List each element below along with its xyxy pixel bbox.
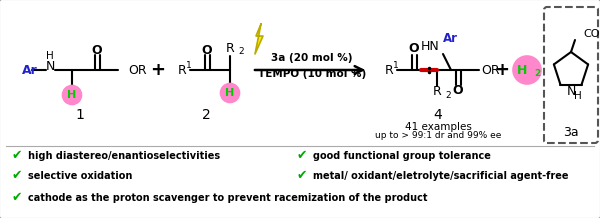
Text: metal/ oxidant/eletrolyte/sacrificial agent-free: metal/ oxidant/eletrolyte/sacrificial ag… xyxy=(313,171,569,181)
Text: ✔: ✔ xyxy=(297,170,308,182)
Text: 41 examples: 41 examples xyxy=(404,122,472,132)
Text: Ar: Ar xyxy=(443,32,458,46)
Text: 1: 1 xyxy=(186,61,192,70)
FancyArrowPatch shape xyxy=(255,66,362,74)
Text: O: O xyxy=(202,44,212,56)
Text: 2: 2 xyxy=(445,92,451,100)
Text: R: R xyxy=(226,41,235,54)
Text: ✔: ✔ xyxy=(12,170,23,182)
Text: R: R xyxy=(178,63,187,77)
Text: Ar: Ar xyxy=(22,63,38,77)
Text: 1: 1 xyxy=(76,108,85,122)
Circle shape xyxy=(62,85,82,104)
Text: TEMPO (10 mol %): TEMPO (10 mol %) xyxy=(258,69,366,79)
Text: ✔: ✔ xyxy=(12,150,23,162)
Text: 2: 2 xyxy=(238,48,244,56)
Polygon shape xyxy=(255,24,263,54)
Text: H: H xyxy=(517,63,527,77)
Text: good functional group tolerance: good functional group tolerance xyxy=(313,151,491,161)
Text: N: N xyxy=(46,60,55,73)
Text: 3a: 3a xyxy=(563,126,579,138)
FancyBboxPatch shape xyxy=(544,7,598,143)
Text: O: O xyxy=(92,44,103,56)
Text: O: O xyxy=(409,43,419,56)
Text: O: O xyxy=(452,85,463,97)
Text: COOH: COOH xyxy=(583,29,600,39)
Text: +: + xyxy=(494,61,509,79)
Text: up to > 99:1 dr and 99% ee: up to > 99:1 dr and 99% ee xyxy=(375,131,501,140)
Circle shape xyxy=(513,56,541,84)
Circle shape xyxy=(221,83,239,102)
Text: N: N xyxy=(566,85,575,99)
Text: H: H xyxy=(67,90,77,100)
Text: H: H xyxy=(574,91,582,101)
Text: ✔: ✔ xyxy=(297,150,308,162)
Text: 3a (20 mol %): 3a (20 mol %) xyxy=(271,53,353,63)
Text: ✔: ✔ xyxy=(12,191,23,204)
Text: 1: 1 xyxy=(393,61,399,70)
Text: R: R xyxy=(433,85,442,99)
Text: HN: HN xyxy=(420,41,439,53)
Text: selective oxidation: selective oxidation xyxy=(28,171,133,181)
Text: 2: 2 xyxy=(202,108,211,122)
Text: OR: OR xyxy=(128,63,146,77)
Text: 4: 4 xyxy=(434,108,442,122)
Text: cathode as the proton scavenger to prevent racemization of the product: cathode as the proton scavenger to preve… xyxy=(28,193,427,203)
Text: R: R xyxy=(385,63,394,77)
Text: high diastereo/enantioselectivities: high diastereo/enantioselectivities xyxy=(28,151,220,161)
Text: H: H xyxy=(46,51,54,61)
Text: H: H xyxy=(226,88,235,98)
Text: 2: 2 xyxy=(534,68,540,78)
Text: +: + xyxy=(151,61,166,79)
Text: OR: OR xyxy=(481,63,500,77)
